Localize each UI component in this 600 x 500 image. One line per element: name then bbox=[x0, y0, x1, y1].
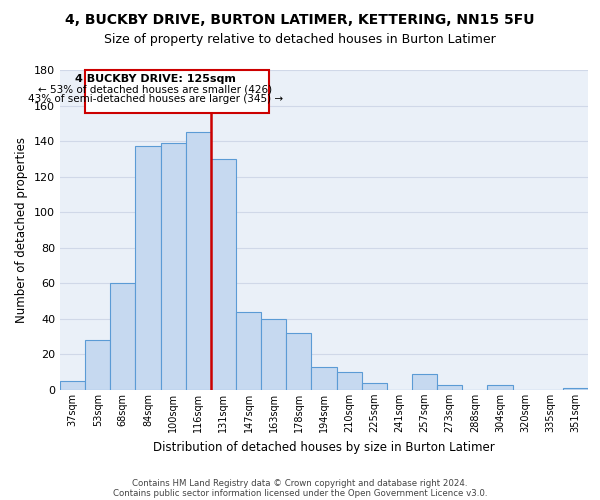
Text: ← 53% of detached houses are smaller (426): ← 53% of detached houses are smaller (42… bbox=[38, 84, 272, 94]
Bar bbox=[110, 284, 136, 390]
Y-axis label: Number of detached properties: Number of detached properties bbox=[16, 137, 28, 323]
Bar bbox=[186, 132, 211, 390]
Bar bbox=[85, 70, 269, 112]
Text: 43% of semi-detached houses are larger (345) →: 43% of semi-detached houses are larger (… bbox=[28, 94, 283, 104]
Bar bbox=[60, 381, 85, 390]
Bar bbox=[286, 333, 311, 390]
Bar bbox=[487, 384, 512, 390]
Bar bbox=[261, 319, 286, 390]
Text: 4 BUCKBY DRIVE: 125sqm: 4 BUCKBY DRIVE: 125sqm bbox=[75, 74, 236, 85]
Bar bbox=[412, 374, 437, 390]
Text: Contains HM Land Registry data © Crown copyright and database right 2024.: Contains HM Land Registry data © Crown c… bbox=[132, 478, 468, 488]
Text: Contains public sector information licensed under the Open Government Licence v3: Contains public sector information licen… bbox=[113, 488, 487, 498]
Bar bbox=[211, 159, 236, 390]
Bar bbox=[85, 340, 110, 390]
Text: 4, BUCKBY DRIVE, BURTON LATIMER, KETTERING, NN15 5FU: 4, BUCKBY DRIVE, BURTON LATIMER, KETTERI… bbox=[65, 12, 535, 26]
Bar bbox=[337, 372, 362, 390]
Bar bbox=[437, 384, 462, 390]
Bar bbox=[236, 312, 261, 390]
Bar bbox=[136, 146, 161, 390]
Text: Size of property relative to detached houses in Burton Latimer: Size of property relative to detached ho… bbox=[104, 32, 496, 46]
Bar bbox=[161, 143, 186, 390]
Bar bbox=[563, 388, 588, 390]
Bar bbox=[311, 367, 337, 390]
X-axis label: Distribution of detached houses by size in Burton Latimer: Distribution of detached houses by size … bbox=[153, 440, 495, 454]
Bar bbox=[362, 383, 387, 390]
